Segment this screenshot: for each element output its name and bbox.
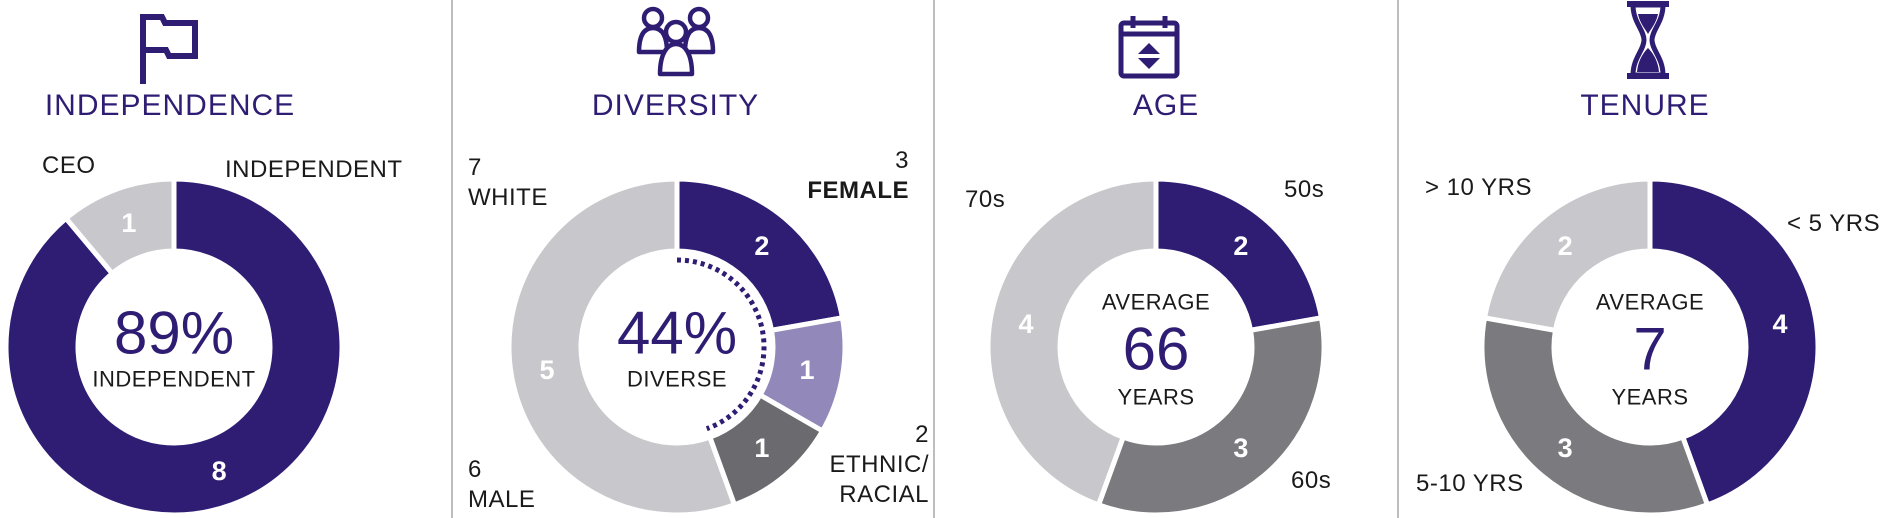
slice-tenure-5-yrs bbox=[1647, 176, 1821, 509]
slice-label-diversity-male-ethnic-racial: 1 bbox=[754, 433, 769, 463]
slice-label-independence-independent: 8 bbox=[212, 456, 227, 486]
slice-label-tenure-10-yrs: 2 bbox=[1558, 231, 1573, 261]
white-callout: 7 WHITE bbox=[468, 153, 548, 213]
age-60s-label: 60s bbox=[1291, 467, 1332, 494]
male-callout: 6 MALE bbox=[468, 455, 535, 515]
divider-2 bbox=[933, 0, 935, 518]
independence-donut: 8 1 89%INDEPENDENT bbox=[3, 176, 345, 518]
tenure-panel: TENURE bbox=[1399, 0, 1891, 518]
ethnic-callout: 2 ETHNIC/ RACIAL bbox=[830, 420, 930, 510]
slice-age-60s bbox=[1095, 314, 1327, 518]
white-text: WHITE bbox=[468, 184, 548, 211]
female-count: 3 bbox=[895, 147, 909, 174]
slice-age-70s bbox=[985, 176, 1159, 509]
independence-title: INDEPENDENCE bbox=[44, 89, 296, 122]
age-70s-label: 70s bbox=[965, 186, 1006, 213]
slice-label-diversity-male-white: 5 bbox=[539, 355, 554, 385]
diversity-title: DIVERSITY bbox=[591, 89, 760, 122]
ceo-label: CEO bbox=[42, 152, 96, 179]
ethnic-line2: RACIAL bbox=[839, 481, 929, 508]
center-top-tenure: AVERAGE bbox=[1596, 290, 1704, 315]
diversity-donut: 2 1 1 5 44%DIVERSE bbox=[506, 176, 848, 518]
slice-tenure-5-10-yrs bbox=[1479, 314, 1711, 518]
hourglass-icon bbox=[1627, 1, 1669, 79]
slice-label-age-50s: 2 bbox=[1233, 231, 1248, 261]
ethnic-line1: ETHNIC/ bbox=[829, 451, 929, 478]
diverse-dotted-arc bbox=[676, 257, 767, 432]
tenure-over10-label: > 10 YRS bbox=[1425, 174, 1532, 201]
female-callout: 3 FEMALE bbox=[807, 146, 909, 206]
slice-independence-independent bbox=[3, 176, 345, 518]
tenure-under5-label: < 5 YRS bbox=[1787, 210, 1881, 237]
slice-label-tenure-5-yrs: 4 bbox=[1772, 309, 1787, 339]
diversity-panel: DIVERSITY bbox=[453, 0, 898, 518]
female-text: FEMALE bbox=[807, 177, 909, 204]
age-title: AGE bbox=[1132, 89, 1200, 122]
slice-tenure-10-yrs bbox=[1481, 176, 1653, 334]
divider-1 bbox=[451, 0, 453, 518]
male-text: MALE bbox=[468, 486, 536, 513]
independence-panel: INDEPENDENCE bbox=[0, 0, 340, 518]
slice-label-tenure-5-10-yrs: 3 bbox=[1558, 433, 1573, 463]
tenure-5to10-label: 5-10 YRS bbox=[1416, 470, 1524, 497]
age-panel: AGE bbox=[935, 0, 1397, 518]
center-value-diversity: 44% bbox=[617, 300, 737, 367]
divider-3 bbox=[1397, 0, 1399, 518]
center-value-independence: 89% bbox=[114, 300, 234, 367]
flag-icon bbox=[140, 14, 198, 84]
center-top-age: AVERAGE bbox=[1102, 290, 1210, 315]
male-count: 6 bbox=[468, 456, 482, 483]
slice-diversity-male-white bbox=[506, 176, 738, 518]
slice-label-independence-ceo: 1 bbox=[121, 208, 136, 238]
ethnic-count: 2 bbox=[915, 421, 929, 448]
slice-label-age-60s: 3 bbox=[1233, 433, 1248, 463]
center-bottom-tenure: YEARS bbox=[1611, 385, 1688, 410]
tenure-title: TENURE bbox=[1580, 89, 1710, 122]
age-50s-label: 50s bbox=[1284, 176, 1325, 203]
people-icon bbox=[636, 6, 716, 77]
center-value-tenure: 7 bbox=[1633, 316, 1666, 383]
center-value-age: 66 bbox=[1123, 316, 1190, 383]
slice-age-50s bbox=[1153, 176, 1325, 334]
slice-label-age-70s: 4 bbox=[1018, 309, 1033, 339]
white-count: 7 bbox=[468, 154, 482, 181]
center-label-independence: INDEPENDENT bbox=[92, 367, 255, 392]
center-bottom-age: YEARS bbox=[1117, 385, 1194, 410]
calendar-icon bbox=[1118, 16, 1180, 79]
slice-label-diversity-female-ethnic-racial: 1 bbox=[799, 355, 814, 385]
independent-label: INDEPENDENT bbox=[225, 156, 403, 183]
slice-independence-ceo bbox=[62, 176, 177, 277]
slice-diversity-female bbox=[674, 176, 846, 334]
center-label-diversity: DIVERSE bbox=[627, 367, 727, 392]
slice-label-diversity-female: 2 bbox=[754, 231, 769, 261]
